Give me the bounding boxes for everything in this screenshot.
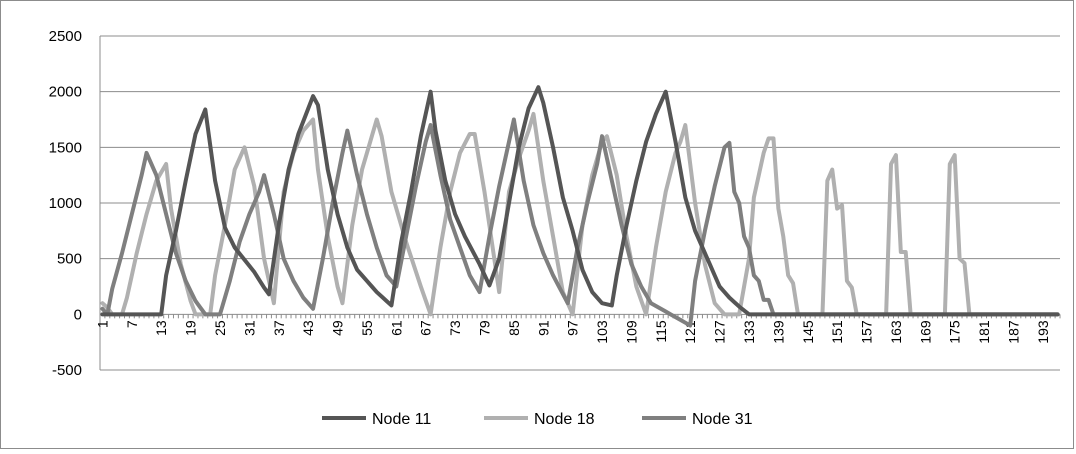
x-tick-label: 31: [241, 320, 257, 336]
x-tick-label: 91: [535, 320, 551, 336]
x-tick-label: 85: [506, 320, 522, 336]
x-tick-label: 13: [153, 320, 169, 336]
x-tick-label: 19: [183, 320, 199, 336]
legend-label-node-18: Node 18: [534, 411, 595, 428]
x-tick-label: 109: [623, 320, 639, 344]
x-tick-label: 121: [682, 320, 698, 344]
x-tick-label: 61: [388, 320, 404, 336]
y-tick-label: 1000: [49, 195, 82, 212]
y-tick-label: 500: [57, 251, 82, 268]
x-axis: 1 7 13 19 25 31 37 43 49 55 61 67 73 79 85 91 97 103 109 11…: [94, 313, 1061, 344]
x-tick-label: 43: [300, 320, 316, 336]
x-tick-label: 115: [653, 320, 669, 343]
grid-lines: [100, 35, 1060, 371]
legend: Node 11 Node 18 Node 31: [322, 411, 753, 428]
legend-label-node-11: Node 11: [372, 411, 431, 428]
y-tick-label: 0: [74, 306, 82, 323]
x-tick-label: 67: [418, 320, 434, 336]
x-tick-label: 49: [330, 320, 346, 336]
x-tick-label: 151: [829, 320, 845, 344]
x-tick-label: 175: [947, 320, 963, 344]
x-tick-label: 193: [1035, 320, 1051, 344]
x-tick-label: 157: [859, 320, 875, 344]
series-line-node-18: [100, 111, 1060, 317]
x-tick-label: 133: [741, 320, 757, 344]
x-tick-label: 139: [770, 320, 786, 344]
x-tick-label: 37: [271, 320, 287, 336]
y-axis: -500 0 500 1000 1500 2000 2500: [49, 28, 101, 379]
series-line-node-11: [100, 85, 1060, 317]
x-tick-label: 7: [124, 320, 140, 328]
y-tick-label: 1500: [49, 139, 82, 156]
x-tick-label: 25: [212, 320, 228, 336]
x-tick-label: 181: [976, 320, 992, 344]
x-tick-label: 163: [888, 320, 904, 344]
x-tick-label: 1: [94, 320, 110, 328]
x-tick-label: 55: [359, 320, 375, 336]
y-tick-label: -500: [52, 362, 82, 379]
legend-label-node-31: Node 31: [692, 411, 753, 428]
x-tick-label: 169: [917, 320, 933, 344]
series-lines: [100, 85, 1060, 328]
x-tick-label: 103: [594, 320, 610, 344]
x-tick-label: 97: [565, 320, 581, 336]
x-tick-label: 127: [712, 320, 728, 344]
x-tick-label: 145: [800, 320, 816, 344]
y-tick-label: 2000: [49, 84, 82, 101]
y-tick-label: 2500: [49, 28, 82, 45]
x-tick-label: 73: [447, 320, 463, 336]
x-tick-label: 187: [1005, 320, 1021, 344]
x-tick-label: 79: [476, 320, 492, 336]
